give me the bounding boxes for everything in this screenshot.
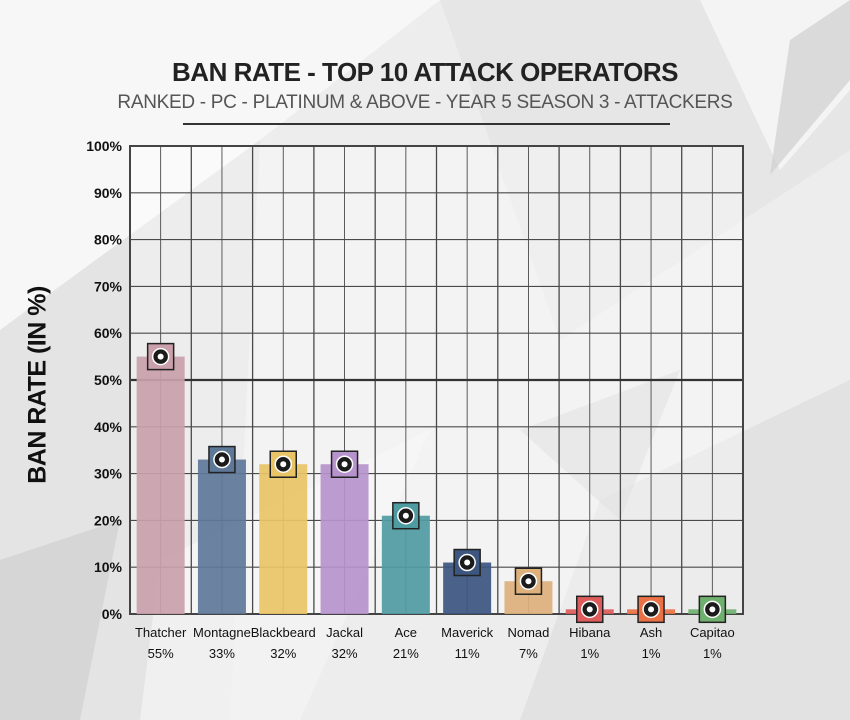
value-label: 7%: [519, 646, 538, 661]
category-label: Nomad: [507, 625, 549, 640]
y-tick-label: 90%: [94, 185, 123, 201]
category-label: Hibana: [569, 625, 611, 640]
chart-title: BAN RATE - TOP 10 ATTACK OPERATORS: [172, 57, 678, 87]
bar-thatcher: [136, 356, 185, 614]
bar-ace: [381, 515, 430, 614]
plot-border: [129, 145, 744, 615]
bar-jackal: [320, 464, 369, 614]
y-tick-label: 10%: [94, 559, 123, 575]
value-label: 11%: [455, 646, 480, 661]
category-label: Ace: [395, 625, 417, 640]
y-tick-label: 100%: [86, 138, 122, 154]
value-label: 1%: [703, 646, 722, 661]
category-label: Maverick: [441, 625, 494, 640]
target-icon: [519, 572, 538, 590]
y-tick-label: 30%: [94, 466, 123, 482]
title-underline: [183, 123, 670, 125]
y-tick-label: 70%: [94, 278, 123, 294]
bar-blackbeard: [259, 464, 308, 614]
shield-cross-icon: [213, 450, 231, 469]
category-label: Jackal: [326, 625, 363, 640]
flower-icon: [581, 600, 599, 619]
value-label: 1%: [580, 646, 599, 661]
value-label: 1%: [642, 646, 661, 661]
value-label: 55%: [148, 646, 174, 661]
arrow-icon: [703, 600, 722, 619]
chart-subtitle: RANKED - PC - PLATINUM & ABOVE - YEAR 5 …: [117, 92, 733, 113]
y-tick-label: 20%: [94, 512, 123, 528]
bar-montagne: [197, 459, 246, 614]
bullet-icon: [642, 600, 660, 619]
shield-emp-icon: [151, 347, 170, 366]
category-label: Capitao: [690, 625, 735, 640]
category-label: Montagne: [193, 625, 251, 640]
y-tick-label: 80%: [94, 232, 123, 248]
value-label: 21%: [393, 646, 419, 661]
y-tick-label: 50%: [94, 372, 123, 388]
y-tick-label: 60%: [94, 325, 123, 341]
skull-shield-icon: [274, 455, 292, 473]
y-tick-label: 40%: [94, 419, 123, 435]
blade-icon: [397, 506, 415, 525]
dragon-icon: [458, 553, 476, 572]
value-label: 32%: [270, 646, 296, 661]
category-label: Ash: [640, 625, 662, 640]
category-label: Blackbeard: [251, 625, 316, 640]
value-label: 32%: [332, 646, 358, 661]
category-label: Thatcher: [135, 625, 187, 640]
eye-icon: [335, 455, 354, 473]
y-tick-label: 0%: [102, 606, 123, 622]
value-label: 33%: [209, 646, 235, 661]
